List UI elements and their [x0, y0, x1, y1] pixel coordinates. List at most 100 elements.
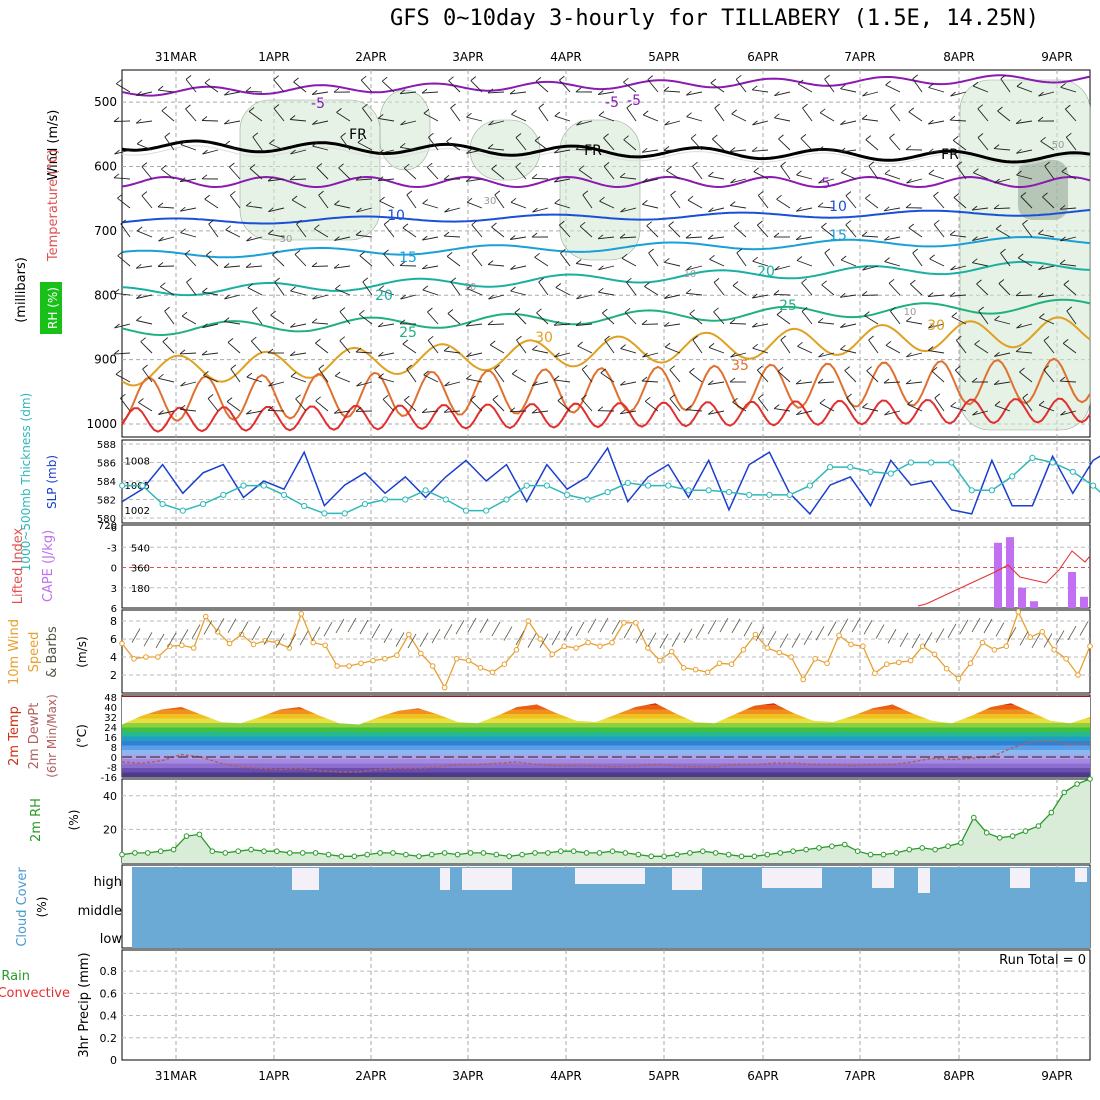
wind10-point — [967, 660, 974, 667]
wind-barb-flag — [554, 148, 560, 154]
wind-barb-flag — [1037, 292, 1044, 298]
rh2m-point — [493, 851, 500, 858]
wind-barb-flag — [840, 344, 846, 350]
wind-barb — [1060, 207, 1077, 210]
wind-barb — [670, 194, 681, 209]
wind-barb — [1040, 140, 1055, 151]
wind-barb — [664, 346, 681, 354]
wind-barb — [708, 346, 725, 354]
wind-barb — [601, 312, 615, 325]
wind-barb — [868, 339, 879, 354]
wind-barb-flag — [972, 258, 978, 264]
cape-bar — [1018, 587, 1026, 608]
wind-barb — [204, 198, 219, 209]
ylabel-wind10: 10m Wind — [7, 619, 22, 685]
wind-barb — [555, 287, 571, 296]
wind10-point — [907, 657, 914, 664]
wind-barb-flag — [623, 77, 629, 83]
wind-barb — [492, 399, 505, 412]
wind-barb-flag — [531, 408, 538, 414]
wind-barb-flag — [315, 396, 321, 402]
wind-barb — [906, 178, 923, 184]
tick-temp: 0 — [111, 753, 117, 764]
contour-label: 10 — [464, 282, 477, 293]
wind-barb — [535, 81, 549, 93]
wind-barb — [949, 119, 967, 122]
wind10-point — [728, 661, 735, 668]
wind-barb-flag — [575, 87, 582, 93]
contour-label: 30 — [927, 318, 945, 334]
wind-barb-flag — [446, 252, 453, 257]
wind-barb-flag — [1038, 229, 1044, 235]
rh2m-point — [687, 850, 693, 856]
wind10-barb — [1055, 630, 1065, 645]
wind-barb — [136, 91, 153, 96]
wind-barb-flag — [664, 342, 671, 348]
wind-barb — [817, 381, 835, 384]
wind-barb — [466, 178, 483, 182]
wind-barb — [752, 149, 769, 152]
thickness-line-point — [462, 507, 470, 514]
wind-barb-flag — [377, 176, 384, 182]
wind-barb-flag — [315, 338, 321, 344]
ylabel-cape: CAPE (J/kg) — [41, 530, 56, 602]
wind-barb-flag — [978, 306, 984, 312]
wind-barb — [817, 149, 835, 152]
cloud-level-label: high — [94, 875, 122, 890]
thickness-line-point — [119, 482, 126, 489]
wind-barb-flag — [669, 394, 676, 399]
wind-barb-flag — [399, 142, 406, 148]
rh2m-point — [454, 851, 461, 858]
wind-barb — [752, 120, 769, 126]
wind-barb-flag — [117, 193, 123, 199]
wind-barb — [532, 207, 549, 213]
wind-barb-flag — [402, 223, 409, 229]
tick-temp: 48 — [104, 693, 117, 704]
wind-barb-flag — [908, 223, 915, 229]
wind-barb — [312, 294, 329, 300]
wind-barb-flag — [336, 108, 342, 113]
wind10-point — [740, 647, 747, 653]
wind-barb-flag — [422, 264, 428, 270]
tick-thickness: 588 — [97, 440, 116, 451]
wind-barb-flag — [359, 309, 365, 315]
wind-barb — [224, 294, 241, 300]
wind-barb — [646, 225, 659, 238]
rh2m-point — [712, 850, 719, 856]
wind-barb — [246, 265, 263, 268]
wind-barb — [202, 323, 219, 329]
wind-barb — [511, 113, 527, 122]
tick-slp: 1002 — [125, 506, 150, 517]
wind-barb — [862, 265, 879, 271]
wind-barb-flag — [620, 380, 626, 386]
wind-barb-flag — [532, 381, 538, 386]
wind-barb-flag — [730, 178, 736, 184]
wind-barb — [577, 345, 593, 354]
wind-barb-flag — [993, 380, 1000, 385]
wind-barb-flag — [890, 306, 896, 312]
wind10-point — [1087, 643, 1093, 650]
wind-barb — [137, 230, 153, 238]
wind-barb — [312, 322, 329, 325]
wind-barb-flag — [318, 190, 324, 196]
wind-barb-flag — [642, 178, 648, 183]
wind-barb — [161, 168, 175, 180]
wind-barb-flag — [268, 381, 274, 387]
wind-barb-flag — [668, 221, 674, 226]
wind-barb — [641, 380, 659, 383]
wind-barb — [623, 139, 637, 151]
wind10-barb — [995, 622, 1005, 637]
wind10-point — [609, 639, 615, 646]
wind-barb-flag — [246, 236, 252, 242]
wind10-barb — [251, 626, 261, 641]
wind-barb-flag — [951, 312, 958, 317]
wind-barb-flag — [971, 377, 978, 383]
wind-barb-flag — [161, 164, 167, 170]
tick-wind: 2 — [110, 669, 117, 682]
wind-barb-flag — [1020, 192, 1027, 197]
wind-barb — [1066, 310, 1077, 325]
wind-barb-flag — [532, 207, 538, 213]
wind-barb — [296, 223, 307, 238]
wind-barb-flag — [136, 139, 143, 145]
